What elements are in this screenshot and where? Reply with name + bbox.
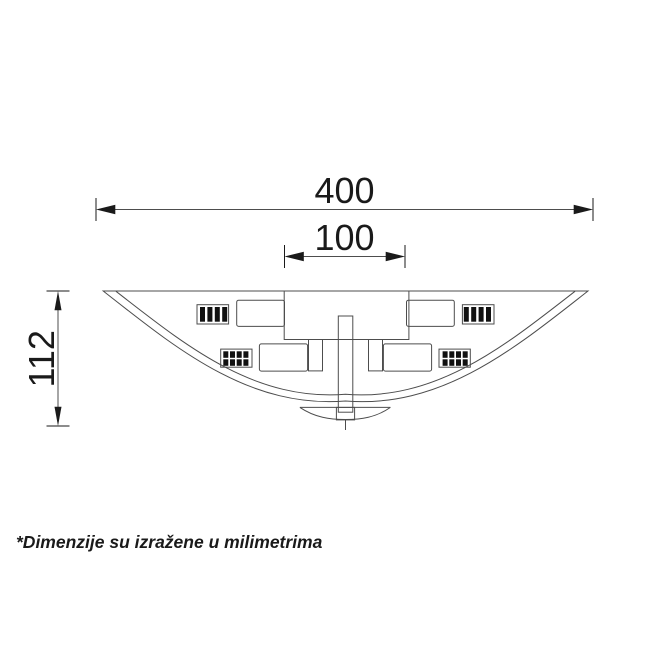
svg-text:112: 112 [21, 330, 62, 387]
svg-text:*Dimenzije su izražene u milim: *Dimenzije su izražene u milimetrima [16, 532, 323, 552]
svg-text:100: 100 [314, 217, 374, 258]
svg-text:400: 400 [314, 170, 374, 211]
